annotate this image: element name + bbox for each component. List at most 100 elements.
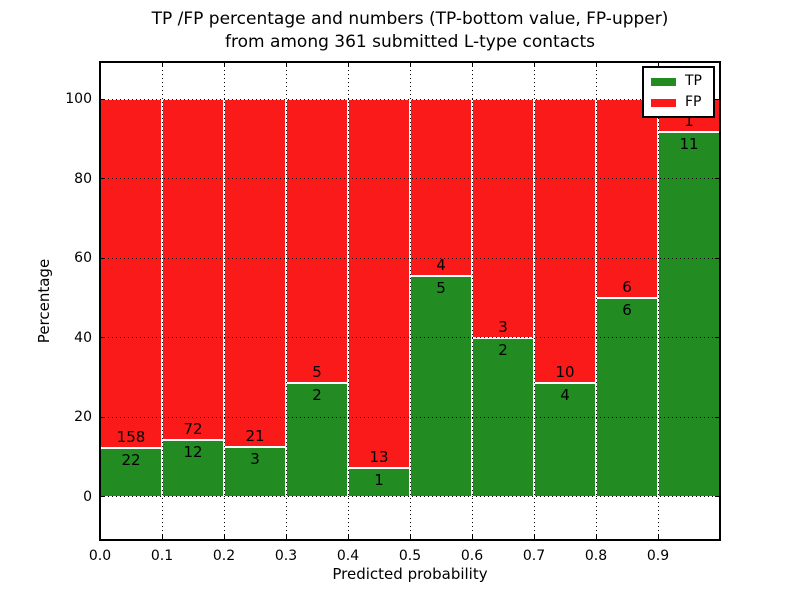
y-tick-label: 60	[74, 250, 92, 267]
x-tick-mark	[224, 535, 225, 540]
x-tick-label: 0.1	[150, 548, 174, 564]
bar-segment-fp	[596, 99, 658, 298]
y-tick-label: 100	[65, 91, 92, 108]
bar-count-label-tp: 2	[312, 386, 322, 405]
x-gridline	[471, 62, 473, 540]
x-tick-mark	[658, 62, 659, 67]
bar-count-label-tp: 3	[250, 450, 260, 469]
bar-segment-fp	[472, 99, 534, 338]
legend-label: FP	[685, 94, 702, 110]
x-gridline	[347, 62, 349, 540]
y-tick-mark	[100, 337, 105, 339]
chart-title-line1: TP /FP percentage and numbers (TP-bottom…	[151, 9, 669, 29]
x-gridline	[657, 62, 659, 540]
bar-segment-fp	[224, 99, 286, 448]
bar-count-label-tp: 1	[374, 471, 384, 490]
x-tick-mark	[472, 62, 473, 67]
x-tick-mark	[348, 62, 349, 67]
x-tick-mark	[162, 535, 163, 540]
legend-item-fp: FP	[644, 92, 713, 113]
bar-segment-fp	[162, 99, 224, 440]
x-gridline	[223, 62, 225, 540]
bar-count-label-fp: 21	[245, 427, 265, 446]
bar-count-label-tp: 12	[183, 442, 203, 461]
bar-segment-tp	[286, 383, 348, 497]
x-gridline	[409, 62, 411, 540]
bar-segment-tp	[410, 275, 472, 497]
y-tick-mark	[715, 496, 720, 498]
x-tick-mark	[658, 535, 659, 540]
chart-title-line2: from among 361 submitted L-type contacts	[224, 32, 595, 52]
bar-count-label-fp: 4	[436, 255, 446, 274]
bar-count-label-fp: 13	[369, 448, 389, 467]
bar-count-label-fp: 10	[555, 363, 575, 382]
x-tick-mark	[162, 62, 163, 67]
legend-item-tp: TP	[644, 71, 713, 92]
y-tick-label: 40	[74, 329, 92, 346]
bar-count-label-fp: 6	[622, 278, 632, 297]
x-tick-mark	[286, 535, 287, 540]
tp-swatch-icon	[651, 77, 676, 86]
legend: TP FP	[642, 66, 715, 118]
y-tick-label: 80	[74, 170, 92, 187]
bar-segment-fp	[534, 99, 596, 384]
bar-segment-fp	[410, 99, 472, 276]
x-gridline	[595, 62, 597, 540]
x-tick-mark	[410, 62, 411, 67]
x-tick-mark	[286, 62, 287, 67]
bar-segment-tp	[596, 298, 658, 497]
bar-segment-tp	[658, 132, 720, 497]
x-tick-label: 0.6	[460, 548, 484, 564]
bar-count-label-tp: 6	[622, 301, 632, 320]
x-tick-label: 0.2	[212, 548, 236, 564]
y-tick-mark	[715, 337, 720, 339]
chart-title: TP /FP percentage and numbers (TP-bottom…	[100, 8, 720, 54]
bar-count-label-fp: 1	[684, 112, 694, 131]
y-tick-label: 0	[83, 488, 92, 505]
legend-label: TP	[685, 73, 702, 89]
bar-count-label-tp: 4	[560, 386, 570, 405]
x-tick-label: 0.4	[336, 548, 360, 564]
bar-segment-tp	[534, 383, 596, 497]
x-tick-mark	[719, 535, 720, 540]
x-tick-label: 0.3	[274, 548, 298, 564]
y-tick-mark	[100, 178, 105, 180]
x-tick-mark	[224, 62, 225, 67]
bar-segment-tp	[162, 439, 224, 497]
fp-swatch-icon	[651, 98, 676, 107]
x-tick-label: 0.7	[522, 548, 546, 564]
bar-count-label-fp: 158	[116, 428, 146, 447]
x-tick-mark	[410, 535, 411, 540]
y-tick-mark	[715, 178, 720, 180]
bar-count-label-tp: 5	[436, 278, 446, 297]
x-gridline	[285, 62, 287, 540]
bar-segment-fp	[348, 99, 410, 469]
x-gridline	[533, 62, 535, 540]
plot-area: TP FP 158 22 72 12 21 3 5 2 13 1 4 5 3 2 10 4 6 6 1 11	[99, 61, 721, 541]
y-tick-mark	[100, 416, 105, 418]
x-tick-label: 0.8	[584, 548, 608, 564]
x-tick-mark	[472, 535, 473, 540]
x-tick-mark	[100, 62, 101, 67]
x-tick-label: 0.5	[398, 548, 422, 564]
bar-count-label-fp: 3	[498, 317, 508, 336]
y-tick-mark	[715, 98, 720, 100]
x-tick-mark	[534, 62, 535, 67]
bar-count-label-fp: 72	[183, 419, 203, 438]
bar-count-label-tp: 22	[121, 451, 141, 470]
x-gridline	[161, 62, 163, 540]
x-tick-label: 0.9	[646, 548, 670, 564]
y-tick-mark	[715, 257, 720, 259]
x-tick-mark	[100, 535, 101, 540]
x-tick-mark	[596, 62, 597, 67]
bar-segment-tp	[348, 468, 410, 497]
x-tick-mark	[596, 535, 597, 540]
bar-count-label-fp: 5	[312, 363, 322, 382]
bar-segment-fp	[100, 99, 162, 449]
x-tick-label: 0.0	[88, 548, 112, 564]
y-tick-mark	[100, 98, 105, 100]
bar-count-label-tp: 11	[679, 135, 699, 154]
y-tick-mark	[100, 257, 105, 259]
y-tick-label: 20	[74, 409, 92, 426]
